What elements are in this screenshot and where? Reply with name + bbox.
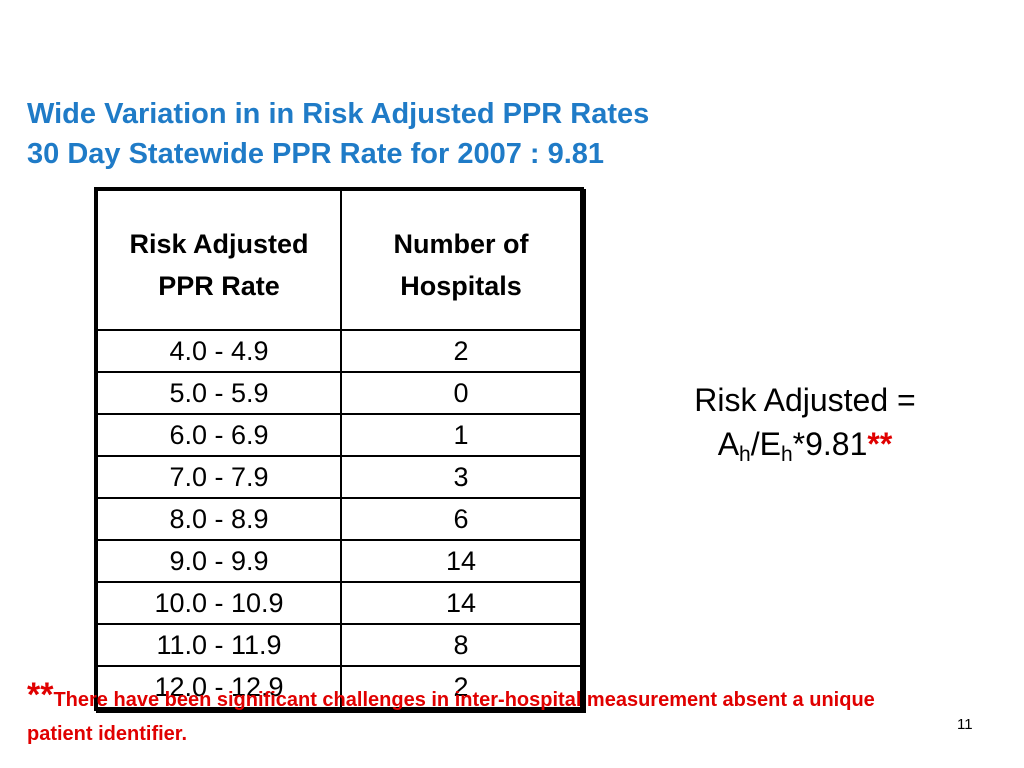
table-body: 4.0 - 4.9 2 5.0 - 5.9 0 6.0 - 6.9 1 7.0 - 7.9 3…: [95, 329, 583, 710]
ppr-rate-range-cell: 6.0 - 6.9: [95, 413, 342, 457]
ppr-rate-range-cell: 7.0 - 7.9: [95, 455, 342, 499]
formula-a: A: [717, 426, 740, 462]
ppr-rate-range-cell: 4.0 - 4.9: [95, 329, 342, 373]
table-row: 7.0 - 7.9 3: [95, 455, 583, 499]
ppr-rate-range-cell: 5.0 - 5.9: [95, 371, 342, 415]
header-col1-line1: Risk Adjusted: [129, 229, 309, 259]
table-header-row: Risk Adjusted PPR Rate Number of Hospita…: [95, 188, 583, 331]
formula-e-sub: h: [780, 443, 793, 466]
ppr-rate-table: Risk Adjusted PPR Rate Number of Hospita…: [94, 187, 584, 711]
page-number: 11: [957, 716, 973, 733]
risk-adjusted-formula: Risk Adjusted = Ah/Eh*9.81**: [650, 378, 960, 466]
footnote: **There have been significant challenges…: [27, 678, 927, 751]
header-number-of-hospitals: Number of Hospitals: [340, 188, 583, 331]
formula-footnote-marker: **: [867, 426, 893, 462]
table-row: 11.0 - 11.9 8: [95, 623, 583, 667]
table-row: 9.0 - 9.9 14: [95, 539, 583, 583]
ppr-rate-range-cell: 9.0 - 9.9: [95, 539, 342, 583]
hospital-count-cell: 14: [340, 581, 583, 625]
hospital-count-cell: 3: [340, 455, 583, 499]
header-col2-line1: Number of: [393, 229, 529, 259]
ppr-rate-range-cell: 11.0 - 11.9: [95, 623, 342, 667]
ppr-table-container: Risk Adjusted PPR Rate Number of Hospita…: [94, 187, 584, 711]
header-col1-line2: PPR Rate: [158, 271, 280, 301]
footnote-marker: **: [27, 676, 54, 714]
table-row: 6.0 - 6.9 1: [95, 413, 583, 457]
title-line-1: Wide Variation in in Risk Adjusted PPR R…: [27, 98, 650, 130]
formula-a-sub: h: [739, 443, 751, 466]
hospital-count-cell: 2: [340, 329, 583, 373]
table-row: 12.0 - 12.9 2: [95, 665, 583, 710]
header-risk-adjusted-ppr-rate: Risk Adjusted PPR Rate: [95, 188, 342, 331]
hospital-count-cell: 2: [340, 665, 583, 710]
table-row: 4.0 - 4.9 2: [95, 329, 583, 373]
formula-slash: /: [750, 426, 760, 462]
footnote-text: There have been significant challenges i…: [27, 689, 875, 745]
hospital-count-cell: 6: [340, 497, 583, 541]
formula-line-1: Risk Adjusted =: [694, 382, 916, 418]
ppr-rate-range-cell: 12.0 - 12.9: [95, 665, 342, 710]
formula-e: E: [759, 426, 781, 462]
header-col2-line2: Hospitals: [400, 271, 522, 301]
hospital-count-cell: 14: [340, 539, 583, 583]
title-line-2: 30 Day Statewide PPR Rate for 2007 : 9.8…: [27, 138, 605, 170]
table-row: 5.0 - 5.9 0: [95, 371, 583, 415]
hospital-count-cell: 0: [340, 371, 583, 415]
ppr-rate-range-cell: 8.0 - 8.9: [95, 497, 342, 541]
formula-line-2: Ah/Eh*9.81**: [650, 422, 960, 466]
table-row: 10.0 - 10.9 14: [95, 581, 583, 625]
hospital-count-cell: 1: [340, 413, 583, 457]
hospital-count-cell: 8: [340, 623, 583, 667]
ppr-rate-range-cell: 10.0 - 10.9: [95, 581, 342, 625]
formula-multiplier: *9.81: [792, 426, 868, 462]
table-row: 8.0 - 8.9 6: [95, 497, 583, 541]
slide-title: Wide Variation in in Risk Adjusted PPR R…: [27, 94, 927, 174]
